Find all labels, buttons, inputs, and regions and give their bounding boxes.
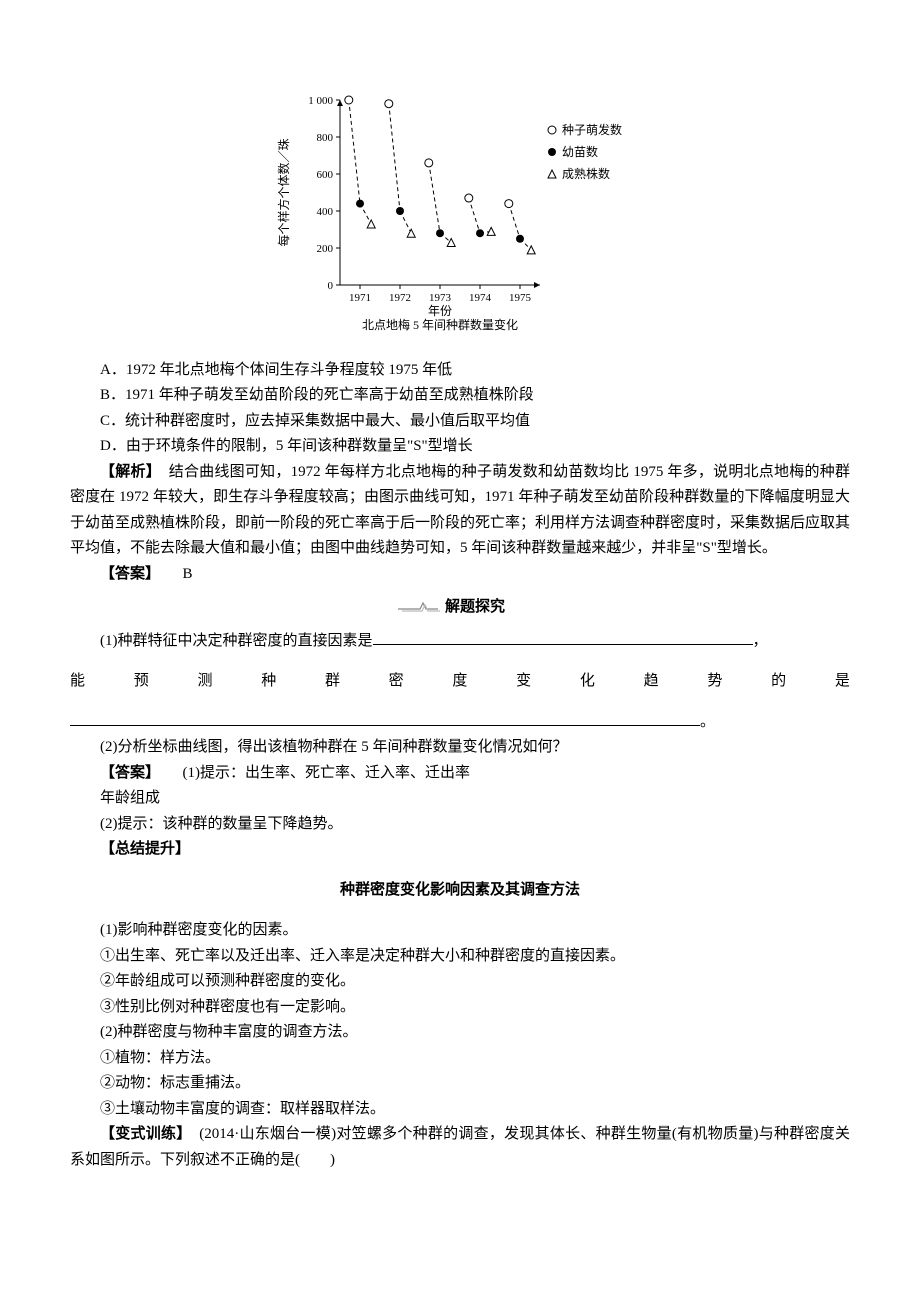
option-d: D．由于环境条件的限制，5 年间该种群数量呈"S"型增长 bbox=[70, 434, 850, 460]
option-c: C．统计种群密度时，应去掉采集数据中最大、最小值后取平均值 bbox=[70, 409, 850, 435]
analysis-label: 【解析】 bbox=[100, 464, 153, 480]
svg-text:1975: 1975 bbox=[509, 292, 532, 304]
analysis-paragraph: 【解析】 结合曲线图可知，1972 年每样方北点地梅的种子萌发数和幼苗数均比 1… bbox=[70, 460, 850, 562]
svg-text:200: 200 bbox=[317, 243, 334, 255]
answers-label: 【答案】 bbox=[100, 765, 160, 781]
summary-p1b: ②年龄组成可以预测种群密度的变化。 bbox=[70, 969, 850, 995]
q1-line2: 能预测种群密度变化趋势的是 bbox=[70, 669, 850, 695]
answer-label: 【答案】 bbox=[100, 566, 160, 582]
summary-p1a: ①出生率、死亡率以及迁出率、迁入率是决定种群大小和种群密度的直接因素。 bbox=[70, 944, 850, 970]
summary-p2: (2)种群密度与物种丰富度的调查方法。 bbox=[70, 1020, 850, 1046]
svg-text:0: 0 bbox=[328, 280, 334, 292]
svg-text:1972: 1972 bbox=[389, 292, 411, 304]
answers-line2: 年龄组成 bbox=[70, 786, 850, 812]
svg-text:成熟株数: 成熟株数 bbox=[562, 166, 610, 181]
svg-text:1971: 1971 bbox=[349, 292, 371, 304]
summary-p1: (1)影响种群密度变化的因素。 bbox=[70, 918, 850, 944]
variation-label: 【变式训练】 bbox=[100, 1126, 184, 1142]
variation-paragraph: 【变式训练】 (2014·山东烟台一模)对笠螺多个种群的调查，发现其体长、种群生… bbox=[70, 1122, 850, 1173]
answers-a1a: (1)提示：出生率、死亡率、迁入率、迁出率 bbox=[183, 765, 471, 781]
summary-label-text: 【总结提升】 bbox=[100, 841, 190, 857]
chart-svg: 0 200 400 600 800 1 000 1971 1972 1973 1974 1975 每个… bbox=[270, 90, 650, 340]
option-a: A．1972 年北点地梅个体间生存斗争程度较 1975 年低 bbox=[70, 358, 850, 384]
svg-text:种子萌发数: 种子萌发数 bbox=[562, 122, 622, 137]
summary-p2b: ②动物：标志重捕法。 bbox=[70, 1071, 850, 1097]
svg-text:1 000: 1 000 bbox=[308, 95, 333, 107]
svg-text:每个样方个体数／珠: 每个样方个体数／珠 bbox=[276, 138, 291, 246]
answer-value: B bbox=[183, 566, 193, 582]
q1-line3: 。 bbox=[70, 710, 850, 736]
svg-text:600: 600 bbox=[317, 169, 334, 181]
q1-prefix: (1)种群特征中决定种群密度的直接因素是 bbox=[100, 633, 373, 649]
svg-text:800: 800 bbox=[317, 132, 334, 144]
decorator-icon: 解题探究 bbox=[390, 591, 530, 619]
svg-text:解题探究: 解题探究 bbox=[445, 597, 505, 615]
answer-line: 【答案】 B bbox=[70, 562, 850, 588]
chart-figure: 0 200 400 600 800 1 000 1971 1972 1973 1974 1975 每个… bbox=[70, 90, 850, 350]
svg-text:幼苗数: 幼苗数 bbox=[562, 144, 598, 159]
svg-text:北点地梅 5 年间种群数量变化: 北点地梅 5 年间种群数量变化 bbox=[362, 317, 518, 332]
answers-line3: (2)提示：该种群的数量呈下降趋势。 bbox=[70, 812, 850, 838]
summary-title: 种群密度变化影响因素及其调查方法 bbox=[70, 878, 850, 904]
blank-1 bbox=[373, 629, 753, 645]
q1-line1: (1)种群特征中决定种群密度的直接因素是， bbox=[70, 629, 850, 655]
summary-label: 【总结提升】 bbox=[70, 837, 850, 863]
variation-text: (2014·山东烟台一模)对笠螺多个种群的调查，发现其体长、种群生物量(有机物质… bbox=[70, 1126, 850, 1168]
option-b: B．1971 年种子萌发至幼苗阶段的死亡率高于幼苗至成熟植株阶段 bbox=[70, 383, 850, 409]
analysis-text: 结合曲线图可知，1972 年每样方北点地梅的种子萌发数和幼苗数均比 1975 年… bbox=[70, 464, 850, 557]
svg-text:1974: 1974 bbox=[469, 292, 492, 304]
summary-p2a: ①植物：样方法。 bbox=[70, 1046, 850, 1072]
svg-text:1973: 1973 bbox=[429, 292, 452, 304]
decorator-row: 解题探究 bbox=[70, 587, 850, 629]
blank-2 bbox=[70, 710, 700, 726]
svg-text:年份: 年份 bbox=[428, 304, 452, 318]
answers-line1: 【答案】 (1)提示：出生率、死亡率、迁入率、迁出率 bbox=[70, 761, 850, 787]
summary-p2c: ③土壤动物丰富度的调查：取样器取样法。 bbox=[70, 1097, 850, 1123]
summary-p1c: ③性别比例对种群密度也有一定影响。 bbox=[70, 995, 850, 1021]
svg-text:400: 400 bbox=[317, 206, 334, 218]
q2-line: (2)分析坐标曲线图，得出该植物种群在 5 年间种群数量变化情况如何？ bbox=[70, 735, 850, 761]
